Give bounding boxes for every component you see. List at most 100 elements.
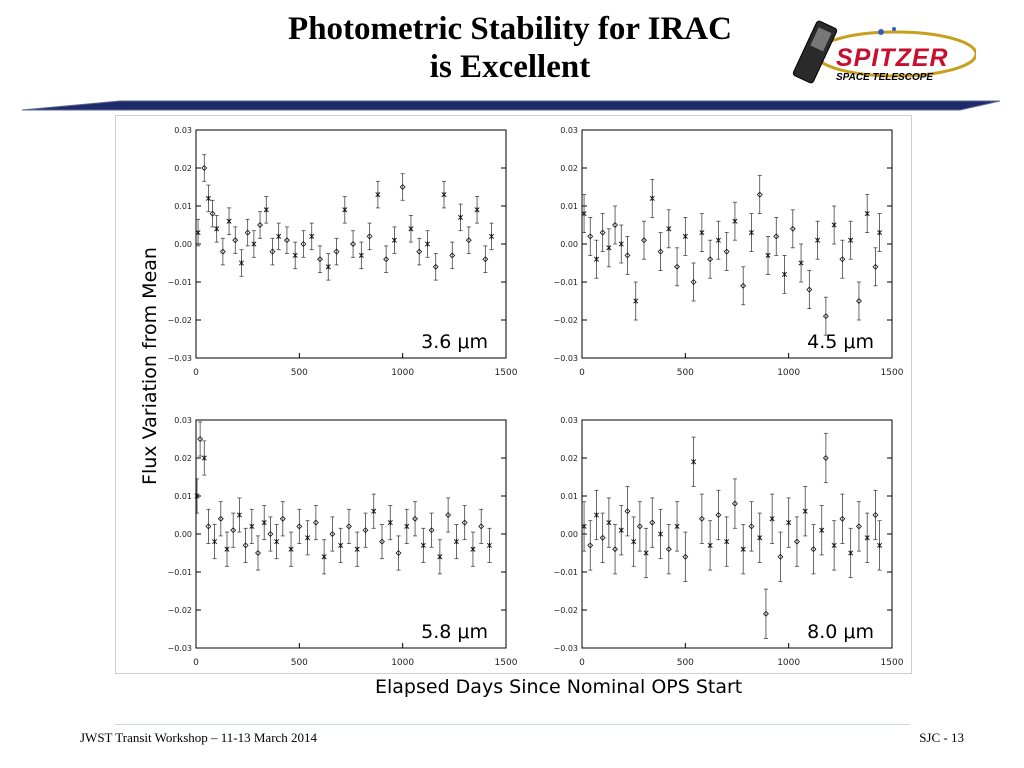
data-point — [197, 436, 204, 442]
data-point — [375, 192, 381, 198]
data-point — [682, 233, 688, 239]
data-point — [649, 519, 656, 526]
data-point — [445, 512, 452, 518]
y-tick-label: 0.01 — [560, 492, 578, 501]
data-point — [793, 538, 800, 545]
panel-wavelength-label: 5.8 μm — [421, 621, 488, 643]
data-point — [317, 256, 323, 263]
data-point — [819, 527, 825, 533]
y-tick-label: 0.01 — [560, 202, 578, 211]
data-point — [263, 207, 269, 213]
data-point — [748, 230, 754, 236]
data-point — [209, 210, 216, 217]
data-point — [806, 286, 813, 293]
y-tick-label: 0.02 — [560, 454, 578, 463]
y-tick-label: 0.01 — [174, 492, 192, 501]
data-point — [342, 207, 348, 213]
data-point — [461, 519, 468, 526]
x-tick-label: 500 — [677, 368, 694, 378]
y-tick-label: 0.03 — [560, 416, 578, 425]
x-tick-label: 1500 — [495, 368, 518, 378]
y-tick-label: 0.00 — [560, 530, 578, 539]
panel-wavelength-label: 3.6 μm — [421, 331, 488, 353]
data-point — [244, 229, 251, 236]
data-point — [624, 252, 631, 259]
data-point — [657, 248, 664, 255]
data-point — [773, 233, 780, 240]
y-tick-label: −0.02 — [553, 316, 578, 325]
data-point — [810, 546, 817, 553]
data-point — [690, 279, 697, 285]
data-point — [848, 237, 854, 243]
data-point — [458, 214, 464, 220]
y-tick-label: −0.03 — [553, 644, 578, 653]
data-point — [399, 184, 406, 190]
figure-frame — [115, 115, 912, 674]
data-point — [416, 248, 423, 255]
data-point — [822, 313, 829, 320]
panel-wavelength-label: 8.0 μm — [807, 621, 874, 643]
data-point — [872, 263, 879, 270]
data-point — [428, 527, 435, 534]
data-point — [201, 455, 207, 461]
y-tick-label: −0.03 — [167, 644, 192, 653]
plot-frame — [581, 419, 893, 649]
data-point — [715, 512, 722, 518]
data-point — [325, 264, 331, 270]
x-tick-label: 0 — [579, 368, 585, 378]
data-point — [698, 515, 705, 522]
data-point — [312, 519, 319, 526]
data-point — [674, 263, 681, 270]
x-tick-label: 500 — [291, 368, 308, 378]
data-point — [633, 298, 639, 304]
x-tick-label: 1000 — [391, 368, 414, 378]
data-point — [612, 546, 619, 553]
data-point — [665, 546, 672, 553]
data-point — [333, 248, 340, 255]
data-point — [224, 546, 230, 552]
data-point — [283, 237, 290, 244]
data-point — [350, 241, 357, 247]
data-point — [731, 500, 738, 507]
x-tick-label: 1000 — [777, 368, 800, 378]
data-point — [379, 538, 385, 545]
data-point — [201, 165, 208, 171]
data-point — [230, 527, 237, 534]
data-point — [441, 192, 447, 198]
data-point — [581, 523, 587, 529]
data-point — [789, 225, 796, 232]
data-point — [618, 527, 624, 533]
data-point — [395, 550, 402, 556]
data-point — [288, 546, 294, 552]
data-point — [236, 512, 242, 518]
title-line-1: Photometric Stability for IRAC — [288, 11, 732, 47]
data-point — [321, 554, 327, 560]
data-point — [424, 241, 430, 247]
data-point — [309, 233, 315, 239]
data-point — [489, 233, 495, 239]
data-point — [486, 542, 492, 548]
data-point — [345, 523, 352, 530]
data-point — [387, 520, 393, 526]
data-point — [666, 226, 672, 232]
data-point — [822, 455, 829, 461]
data-point — [212, 539, 218, 545]
data-point — [765, 252, 771, 258]
y-tick-label: −0.01 — [167, 278, 192, 287]
x-tick-label: 0 — [193, 658, 199, 668]
data-point — [219, 248, 226, 255]
data-point — [300, 241, 307, 247]
data-point — [699, 230, 705, 236]
x-tick-label: 1500 — [881, 658, 904, 668]
header-rule — [21, 100, 1001, 111]
data-point — [292, 252, 298, 258]
data-point — [769, 516, 775, 522]
data-point — [478, 523, 485, 530]
y-tick-label: −0.02 — [167, 606, 192, 615]
data-point — [249, 523, 255, 529]
data-point — [269, 248, 276, 255]
y-tick-label: 0.03 — [174, 416, 192, 425]
y-tick-label: −0.03 — [167, 354, 192, 363]
data-point — [777, 553, 784, 560]
